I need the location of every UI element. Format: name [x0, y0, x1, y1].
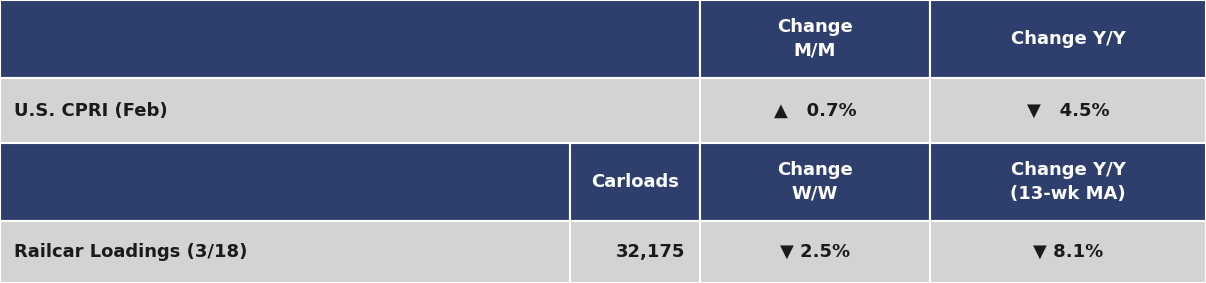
- Bar: [0, 78, 699, 143]
- Text: Change Y/Y: Change Y/Y: [1011, 30, 1125, 48]
- Bar: [570, 221, 699, 283]
- Bar: [930, 0, 1206, 78]
- Text: Change Y/Y
(13-wk MA): Change Y/Y (13-wk MA): [1011, 161, 1126, 203]
- Text: U.S. CPRI (Feb): U.S. CPRI (Feb): [14, 102, 168, 119]
- Bar: [0, 221, 570, 283]
- Bar: [699, 221, 930, 283]
- Bar: [930, 221, 1206, 283]
- Text: ▼   4.5%: ▼ 4.5%: [1026, 102, 1110, 119]
- Bar: [0, 0, 699, 78]
- Bar: [699, 143, 930, 221]
- Text: ▼ 8.1%: ▼ 8.1%: [1032, 243, 1103, 261]
- Bar: [0, 143, 570, 221]
- Text: 32,175: 32,175: [616, 243, 685, 261]
- Text: ▲   0.7%: ▲ 0.7%: [774, 102, 856, 119]
- Text: Change
M/M: Change M/M: [777, 18, 853, 60]
- Text: Railcar Loadings (3/18): Railcar Loadings (3/18): [14, 243, 248, 261]
- Text: ▼ 2.5%: ▼ 2.5%: [780, 243, 850, 261]
- Bar: [930, 143, 1206, 221]
- Bar: [930, 78, 1206, 143]
- Bar: [570, 143, 699, 221]
- Bar: [699, 0, 930, 78]
- Bar: [699, 78, 930, 143]
- Text: Change
W/W: Change W/W: [777, 161, 853, 203]
- Text: Carloads: Carloads: [591, 173, 679, 191]
